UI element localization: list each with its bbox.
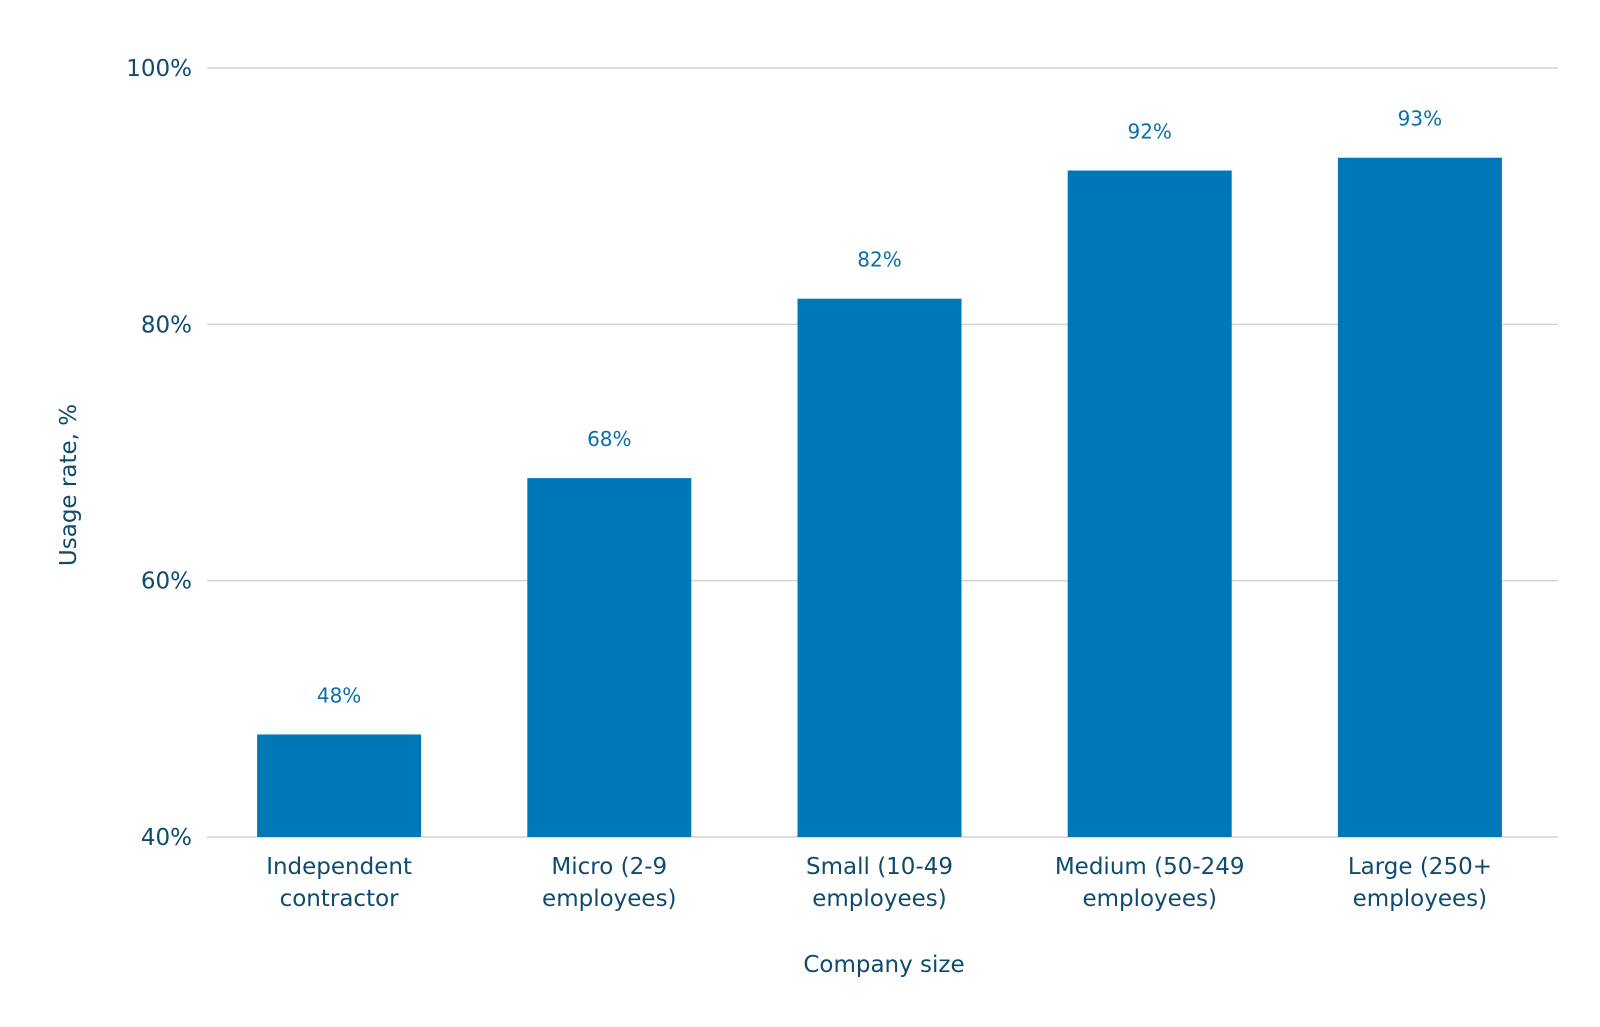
bar [257,734,422,837]
y-tick-label: 40% [141,825,192,851]
y-axis-ticks: 40% 60% 80% 100% [126,56,192,851]
bar [797,298,962,837]
x-tick-label-line: Large (250+ [1348,854,1492,880]
x-tick-label-line: employees) [1353,886,1488,912]
y-tick-label: 60% [141,569,192,595]
bar-value-label: 93% [1398,107,1442,131]
x-tick-label-line: Micro (2-9 [551,854,667,880]
x-tick-label: Micro (2-9 employees) [542,854,677,912]
bar [527,478,692,837]
data-labels: 48% 68% 82% 92% 93% [317,107,1442,708]
y-tick-label: 80% [141,312,192,338]
x-tick-label-line: Independent [266,854,412,880]
bar [1337,157,1502,837]
x-tick-label: Medium (50-249 employees) [1055,854,1245,912]
x-axis-categories: Independent contractor Micro (2-9 employees… [266,854,1492,912]
x-tick-label-line: employees) [542,886,677,912]
x-tick-label-line: Small (10-49 [806,854,953,880]
bar-value-label: 68% [587,427,631,451]
bar [1067,170,1232,838]
x-tick-label: Independent contractor [266,854,412,912]
x-axis-title: Company size [803,952,964,978]
y-axis-title: Usage rate, % [56,404,82,566]
x-tick-label: Small (10-49 employees) [806,854,953,912]
x-tick-label-line: employees) [812,886,947,912]
bar-value-label: 92% [1127,120,1171,144]
x-tick-label-line: Medium (50-249 [1055,854,1245,880]
bars [257,157,1502,838]
bar-value-label: 48% [317,683,361,707]
x-tick-label-line: employees) [1082,886,1217,912]
bar-value-label: 82% [857,248,901,272]
x-tick-label: Large (250+ employees) [1348,854,1492,912]
x-tick-label-line: contractor [280,886,400,912]
y-tick-label: 100% [126,56,192,82]
